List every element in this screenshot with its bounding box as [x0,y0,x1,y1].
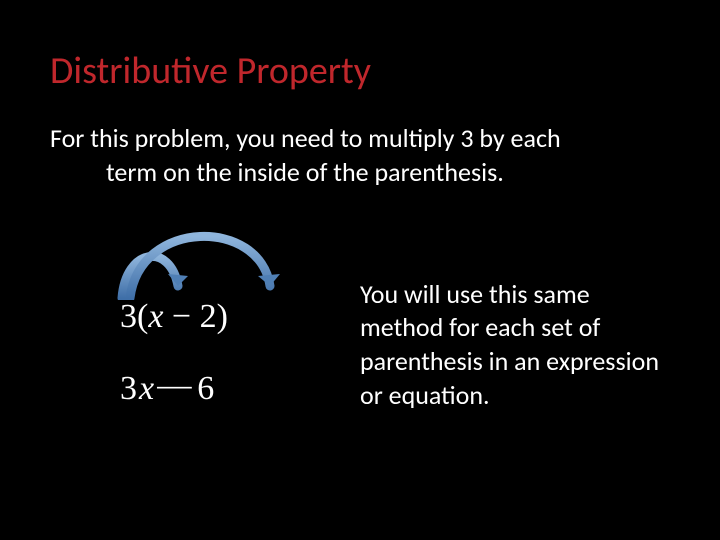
outer-coefficient: 3 [120,298,137,335]
arrow-to-2 [130,236,270,298]
right-paren: ) [217,298,228,335]
arrowhead-to-x [168,274,188,286]
expression-result: 3x−6 [120,370,320,408]
result-coeff: 3 [120,370,139,407]
expression-original: 3(x − 2) [120,298,320,336]
intro-line-2: term on the inside of the parenthesis. [50,156,670,190]
result-op: − [153,370,200,408]
slide-title: Distributive Property [50,48,670,94]
content-row: 3(x − 2) 3x−6 You will use this same met… [50,210,670,413]
constant-2: 2 [200,298,217,335]
variable-x: x [148,298,163,335]
slide: Distributive Property For this problem, … [0,0,720,540]
distribution-arrows [100,220,310,300]
arrowhead-to-2 [258,274,280,286]
minus-op: − [172,298,191,335]
math-figure: 3(x − 2) 3x−6 [50,210,320,408]
intro-line-1: For this problem, you need to multiply 3… [50,122,561,154]
side-explanation: You will use this same method for each s… [360,278,670,413]
result-const: 6 [197,370,216,407]
intro-text: For this problem, you need to multiply 3… [50,122,670,190]
left-paren: ( [137,298,148,335]
